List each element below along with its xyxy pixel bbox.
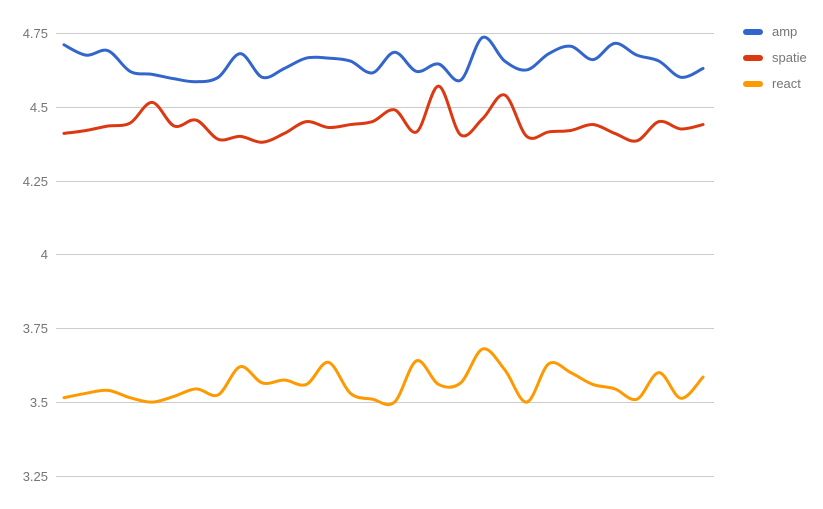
legend-item-spatie: spatie xyxy=(743,51,807,65)
y-axis-tick-label: 4.75 xyxy=(23,26,48,41)
legend-item-amp: amp xyxy=(743,25,797,39)
legend-label: react xyxy=(772,76,801,91)
legend-label: spatie xyxy=(772,50,807,65)
y-axis-tick-label: 3.5 xyxy=(30,395,48,410)
series-line-spatie[interactable] xyxy=(62,84,705,144)
y-axis-tick-label: 3.25 xyxy=(23,469,48,484)
series-line-amp[interactable] xyxy=(62,35,705,84)
legend-label: amp xyxy=(772,24,798,39)
y-axis-tick-label: 4.25 xyxy=(23,174,48,189)
y-axis-tick-label: 4 xyxy=(41,247,48,262)
series-line-react[interactable] xyxy=(62,347,705,407)
y-axis-tick-label: 3.75 xyxy=(23,321,48,336)
legend-item-react: react xyxy=(743,77,801,91)
legend-swatch-icon xyxy=(743,81,763,87)
y-axis-tick-label: 4.5 xyxy=(30,100,48,115)
legend-swatch-icon xyxy=(743,55,763,61)
legend-swatch-icon xyxy=(743,29,763,35)
